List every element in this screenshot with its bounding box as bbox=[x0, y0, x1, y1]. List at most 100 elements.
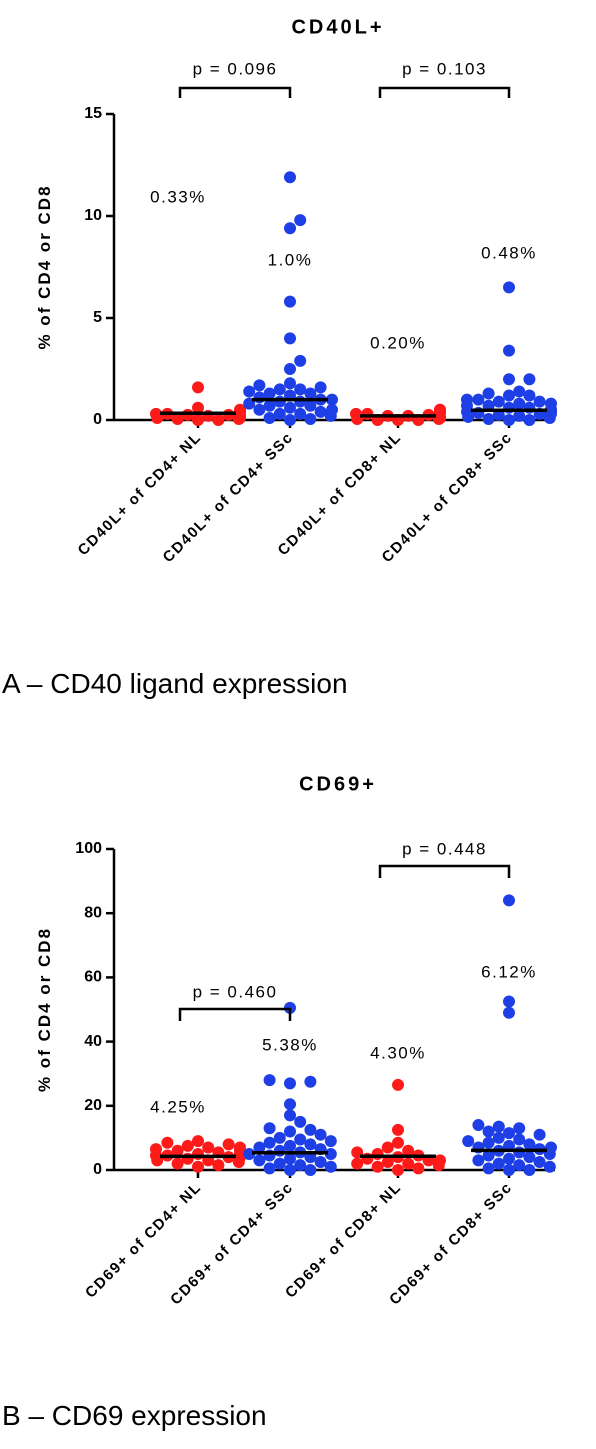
chart1-data-point-nl bbox=[192, 401, 204, 414]
chart1-data-point-nl bbox=[234, 403, 246, 416]
chart2-data-point-nl bbox=[181, 1139, 194, 1152]
chart2-data-point-ssc bbox=[273, 1131, 286, 1144]
chart2-p-value-label: p = 0.448 bbox=[402, 839, 487, 858]
chart2-data-point-ssc bbox=[503, 995, 515, 1008]
chart2-data-point-ssc bbox=[472, 1119, 485, 1132]
chart2-data-point-ssc bbox=[324, 1147, 337, 1160]
chart2-y-tick-label: 20 bbox=[84, 1097, 102, 1114]
chart2-data-point-ssc bbox=[284, 1098, 296, 1111]
chart2-data-point-nl bbox=[234, 1141, 246, 1154]
chart2-data-point-nl bbox=[392, 1123, 404, 1136]
chart2-data-point-nl bbox=[402, 1144, 415, 1157]
chart2-data-point-nl bbox=[381, 1141, 394, 1154]
chart2-median-label: 6.12% bbox=[481, 962, 537, 981]
chart2-data-point-nl bbox=[181, 1152, 194, 1165]
chart1-data-point-nl bbox=[192, 414, 204, 426]
chart1-p-value-label: p = 0.096 bbox=[193, 59, 278, 78]
chart1-significance-bracket bbox=[378, 86, 511, 98]
chart1-data-point-ssc bbox=[284, 295, 296, 308]
chart2-data-point-nl bbox=[392, 1078, 404, 1091]
chart1-data-point-ssc bbox=[294, 407, 307, 420]
chart1-category-label: CD40L+ of CD8+ SSc bbox=[379, 429, 516, 566]
chart2-data-point-nl bbox=[192, 1135, 204, 1148]
chart2-y-tick-label: 40 bbox=[84, 1033, 102, 1050]
chart1-data-point-ssc bbox=[294, 354, 307, 367]
chart1-median-label: 1.0% bbox=[268, 250, 313, 269]
chart1-data-point-ssc bbox=[523, 389, 536, 402]
chart1-significance-bracket bbox=[178, 86, 292, 98]
chart1-data-point-ssc bbox=[482, 412, 495, 425]
chart2-data-point-nl bbox=[381, 1155, 394, 1168]
chart1-title: CD40L+ bbox=[291, 16, 384, 38]
chart1-y-tick-label: 15 bbox=[84, 105, 102, 122]
chart1-data-point-ssc bbox=[482, 387, 495, 400]
chart1-data-point-ssc bbox=[263, 387, 276, 400]
chart2-data-point-ssc bbox=[482, 1136, 495, 1149]
chart1-data-point-ssc bbox=[472, 393, 485, 406]
chart2-data-point-nl bbox=[222, 1138, 235, 1151]
chart2-data-point-nl bbox=[150, 1143, 162, 1156]
chart2-data-point-ssc bbox=[304, 1075, 317, 1088]
chart1-p-value-label: p = 0.103 bbox=[402, 59, 487, 78]
chart2-p-value-label: p = 0.460 bbox=[193, 982, 278, 1001]
chart1-data-point-ssc bbox=[304, 387, 317, 400]
chart1-data-point-ssc bbox=[545, 397, 557, 410]
chart1-data-point-ssc bbox=[284, 377, 296, 390]
chart2-data-point-ssc bbox=[304, 1138, 317, 1151]
chart2-data-point-ssc bbox=[533, 1128, 546, 1141]
chart2-title: CD69+ bbox=[299, 773, 377, 795]
chart2-data-point-ssc bbox=[503, 1152, 515, 1165]
chart2-data-point-ssc bbox=[462, 1135, 475, 1148]
chart1-data-point-ssc bbox=[273, 383, 286, 396]
chart2-data-point-ssc bbox=[263, 1162, 276, 1175]
chart2-data-point-ssc bbox=[314, 1155, 327, 1168]
chart2-data-point-nl bbox=[392, 1164, 404, 1176]
chart1-data-point-nl bbox=[361, 407, 374, 420]
chart1-median-label: 0.20% bbox=[370, 333, 426, 352]
chart2-data-point-ssc bbox=[273, 1144, 286, 1157]
chart2-data-point-ssc bbox=[324, 1135, 337, 1148]
chart2-category-label: CD69+ of CD8+ SSc bbox=[386, 1179, 516, 1309]
chart1-data-point-ssc bbox=[284, 332, 296, 345]
chart2-data-point-nl bbox=[351, 1157, 364, 1170]
chart2-data-point-ssc bbox=[284, 1152, 296, 1165]
chart2-y-tick-label: 0 bbox=[93, 1161, 102, 1178]
chart1-category-label: CD40L+ of CD8+ NL bbox=[275, 429, 405, 559]
chart2-data-point-ssc bbox=[523, 1164, 536, 1176]
chart2-data-point-nl bbox=[171, 1144, 184, 1157]
chart1-data-point-ssc bbox=[503, 401, 515, 414]
chart2-significance-bracket bbox=[178, 1007, 292, 1021]
chart1-data-point-ssc bbox=[326, 403, 338, 416]
chart1-data-point-ssc bbox=[253, 379, 266, 392]
chart2-data-point-ssc bbox=[314, 1128, 327, 1141]
chart1-data-point-ssc bbox=[503, 281, 515, 294]
chart1-data-point-nl bbox=[192, 381, 204, 394]
chart2-data-point-nl bbox=[434, 1154, 446, 1167]
chart2-data-point-ssc bbox=[492, 1120, 505, 1133]
chart1-median-label: 0.33% bbox=[150, 187, 206, 206]
chart2-data-point-ssc bbox=[503, 1127, 515, 1140]
chart1-data-point-nl bbox=[212, 414, 225, 426]
chart1-data-point-ssc bbox=[284, 222, 296, 235]
chart1-data-point-ssc bbox=[314, 405, 327, 418]
chart2-data-point-ssc bbox=[324, 1160, 337, 1173]
chart1-data-point-ssc bbox=[503, 373, 515, 386]
chart2-data-point-nl bbox=[212, 1159, 225, 1172]
chart2-category-label: CD69+ of CD8+ NL bbox=[282, 1179, 405, 1302]
chart1-data-point-ssc bbox=[253, 403, 266, 416]
chart2-data-point-ssc bbox=[284, 1164, 296, 1176]
chart1-data-point-nl bbox=[434, 403, 446, 416]
chart2-significance-bracket bbox=[378, 864, 511, 878]
chart2-data-point-ssc bbox=[523, 1138, 536, 1151]
chart2-data-point-ssc bbox=[503, 894, 515, 907]
chart1-data-point-ssc bbox=[503, 344, 515, 357]
chart1-data-point-nl bbox=[171, 412, 184, 425]
chart1-y-tick-label: 5 bbox=[93, 309, 102, 326]
chart1-y-tick-label: 0 bbox=[93, 411, 102, 428]
chart2-data-point-ssc bbox=[284, 1125, 296, 1138]
chart1-data-point-ssc bbox=[503, 389, 515, 402]
chart1-median-label: 0.48% bbox=[481, 243, 537, 262]
chart2-median-label: 4.30% bbox=[370, 1043, 426, 1062]
chart1-data-point-ssc bbox=[284, 414, 296, 426]
